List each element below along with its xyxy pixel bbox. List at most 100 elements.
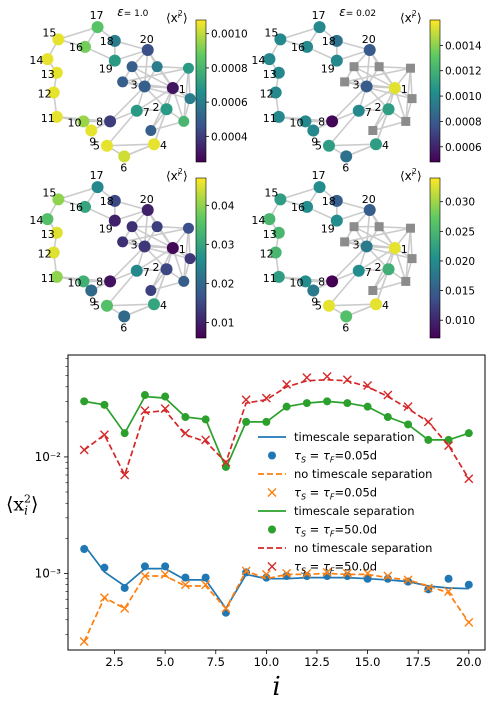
data-point	[161, 562, 170, 571]
colorbar-title-exp: 2	[412, 167, 417, 176]
network-node	[352, 104, 365, 117]
network-node-label: 1	[179, 243, 186, 256]
network-node-square	[368, 286, 378, 296]
network-node	[388, 81, 401, 94]
data-point-x	[221, 603, 231, 613]
network-node-label: 1	[179, 83, 186, 96]
data-point	[181, 413, 190, 422]
network-node	[363, 43, 376, 56]
data-point	[181, 573, 190, 582]
network-node	[117, 76, 129, 88]
network-edge	[58, 186, 98, 201]
network-node	[108, 34, 121, 47]
series-line	[83, 569, 470, 642]
network-node	[108, 214, 121, 227]
epsilon-label: ε= 1.0	[117, 5, 148, 19]
network-node	[91, 21, 104, 34]
network-node	[41, 213, 54, 226]
network-node-square	[405, 63, 415, 73]
colorbar-tick-label: 0.02	[211, 278, 234, 290]
data-point-x	[444, 441, 454, 451]
network-node-square	[349, 222, 359, 232]
series-4	[79, 566, 474, 647]
network-edge	[331, 85, 368, 122]
series-6	[80, 391, 473, 471]
colorbar-tick-label: 0.01	[211, 317, 234, 329]
network-edge	[344, 227, 411, 243]
series-7	[83, 378, 470, 480]
data-point-x	[444, 586, 454, 596]
data-point	[323, 397, 332, 406]
network-edge	[280, 26, 320, 41]
legend-swatch-marker	[268, 525, 276, 534]
network-node	[91, 181, 104, 194]
network-node-label: 7	[143, 266, 150, 279]
data-point	[404, 420, 413, 429]
network-edge	[122, 81, 191, 100]
data-point	[140, 391, 149, 400]
colorbar-tick-label: 0.030	[445, 197, 475, 209]
network-node-label: 12	[38, 88, 52, 101]
network-node	[330, 194, 343, 207]
network-node-label: 8	[318, 115, 325, 128]
network-edge	[122, 227, 189, 243]
network-node	[100, 299, 113, 312]
network-node-square	[374, 222, 384, 232]
network-node-square	[401, 116, 411, 126]
y-tick-label: 10⁻³	[35, 566, 62, 580]
network-edge	[122, 67, 189, 83]
network-node-label: 7	[143, 106, 150, 119]
data-point	[444, 574, 453, 583]
network-node	[52, 193, 65, 206]
network-edge	[358, 247, 396, 272]
y-tick-label: 10⁻²	[35, 450, 62, 464]
network-edge	[331, 245, 368, 282]
data-point-x	[99, 430, 109, 440]
colorbar: 0.030 0.025 0.020 0.015 0.010 ⟨xi2 ⟩	[400, 167, 475, 339]
data-point	[120, 429, 129, 438]
network-edge	[372, 120, 406, 132]
network-node-label: 14	[251, 214, 265, 227]
data-point	[282, 402, 291, 411]
network-node-square	[374, 62, 384, 72]
network-node-label: 20	[362, 193, 376, 206]
network-node-label: 9	[311, 296, 318, 309]
network-node	[369, 138, 382, 151]
series-3	[83, 569, 470, 642]
network-node	[352, 264, 365, 277]
network-node-label: 20	[140, 33, 154, 46]
network-node-label: 10	[67, 116, 81, 129]
colorbar-tick-label: 0.015	[445, 286, 475, 298]
data-point	[444, 435, 453, 444]
network-node-label: 3	[353, 78, 360, 91]
data-point-x	[322, 372, 332, 382]
colorbar: 0.0010 0.0008 0.0006 0.0004 ⟨xi2 ⟩	[166, 9, 248, 163]
x-tick-label: 15.0	[355, 655, 381, 669]
network-node	[269, 86, 282, 99]
network-node	[272, 270, 285, 283]
network-node-label: 11	[41, 272, 55, 285]
network-node	[382, 103, 395, 116]
network-edge	[143, 49, 149, 87]
network-edge	[328, 303, 377, 307]
network-node-square	[405, 223, 415, 233]
x-tick-label: 20.0	[456, 655, 482, 669]
network-node	[77, 275, 90, 288]
network-node-label: 16	[291, 201, 305, 214]
data-point	[80, 397, 89, 406]
network-node-label: 5	[315, 140, 322, 153]
network-node	[382, 263, 395, 276]
legend-label: timescale separation	[294, 430, 415, 444]
network-node	[340, 310, 353, 323]
data-point	[302, 399, 311, 408]
data-point-x	[403, 402, 413, 412]
network-node-label: 17	[312, 9, 326, 22]
data-point-x	[201, 580, 211, 590]
network-node-label: 15	[42, 186, 56, 199]
network-node	[166, 241, 179, 254]
network-node	[360, 240, 373, 253]
data-point-x	[282, 379, 292, 389]
data-point-x	[241, 395, 251, 405]
network-node	[388, 241, 401, 254]
